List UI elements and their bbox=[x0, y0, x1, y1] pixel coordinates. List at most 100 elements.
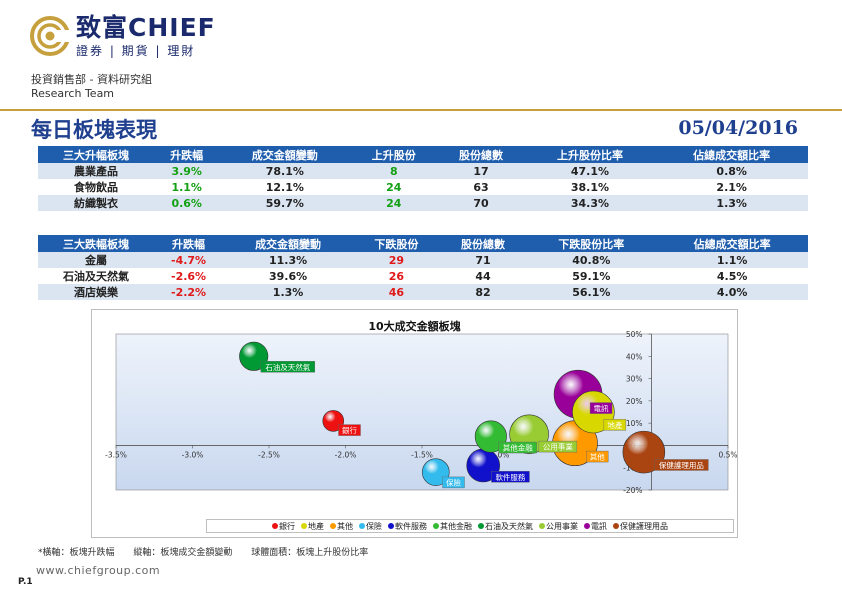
legend-label: 電訊 bbox=[591, 521, 607, 531]
page-title: 每日板塊表現 bbox=[31, 118, 157, 142]
sector-name: 農業產品 bbox=[38, 163, 154, 179]
sector-change: 1.1% bbox=[154, 179, 220, 195]
falling-ratio: 40.8% bbox=[526, 252, 657, 268]
legend-label: 銀行 bbox=[279, 521, 295, 531]
note-x-axis: *橫軸：板塊升跌幅 bbox=[38, 548, 115, 558]
falling-stocks: 29 bbox=[353, 252, 440, 268]
total-stocks: 63 bbox=[437, 179, 525, 195]
bubble-label-box bbox=[654, 459, 709, 471]
table-row: 紡織製衣 0.6% 59.7% 24 70 34.3% 1.3% bbox=[38, 195, 808, 211]
legend-dot-icon bbox=[584, 523, 590, 529]
legend-dot-icon bbox=[478, 523, 484, 529]
legend-item: 公用事業 bbox=[539, 521, 578, 532]
report-date: 05/04/2016 bbox=[678, 117, 798, 139]
table-row: 酒店娛樂 -2.2% 1.3% 46 82 56.1% 4.0% bbox=[38, 284, 808, 300]
total-stocks: 71 bbox=[439, 252, 527, 268]
bubble-label-box bbox=[589, 402, 613, 414]
top-gainers-table: 三大升幅板塊 升跌幅 成交金額變動 上升股份 股份總數 上升股份比率 佔總成交額… bbox=[38, 146, 808, 211]
turnover-change: 78.1% bbox=[219, 163, 351, 179]
legend-item: 保險 bbox=[359, 521, 382, 532]
total-stocks: 70 bbox=[437, 195, 525, 211]
bubble-label: 保健護理用品 bbox=[659, 460, 704, 470]
note-prefix: * bbox=[38, 548, 43, 558]
table-header-row: 三大升幅板塊 升跌幅 成交金額變動 上升股份 股份總數 上升股份比率 佔總成交額… bbox=[38, 146, 808, 163]
legend-item: 保健護理用品 bbox=[613, 521, 668, 532]
falling-stocks: 26 bbox=[353, 268, 440, 284]
rising-stocks: 24 bbox=[350, 195, 438, 211]
turnover-share: 4.5% bbox=[656, 268, 808, 284]
x-tick-label: -3.0% bbox=[182, 450, 204, 459]
turnover-share: 2.1% bbox=[655, 179, 808, 195]
total-stocks: 82 bbox=[439, 284, 527, 300]
rising-ratio: 47.1% bbox=[524, 163, 656, 179]
legend-dot-icon bbox=[388, 523, 394, 529]
column-header: 上升股份 bbox=[350, 146, 438, 163]
bubble-label: 保險 bbox=[446, 477, 461, 487]
legend-label: 其他 bbox=[337, 521, 353, 531]
x-tick-label: -2.5% bbox=[258, 450, 280, 459]
chart-plot: -3.5%-3.0%-2.5%-2.0%-1.5%-1.0%-0.5%0.0%0… bbox=[105, 330, 737, 495]
note-y-axis: 縱軸：板塊成交金額變動 bbox=[133, 548, 233, 558]
legend-dot-icon bbox=[301, 523, 307, 529]
legend-item: 其他 bbox=[330, 521, 353, 532]
top-losers-table: 三大跌幅板塊 升跌幅 成交金額變動 下跌股份 股份總數 下跌股份比率 佔總成交額… bbox=[38, 235, 808, 300]
sector-change: -4.7% bbox=[154, 252, 224, 268]
bubble-label-box bbox=[442, 476, 465, 489]
legend-item: 軟件服務 bbox=[388, 521, 427, 532]
logo-tagline: 證券 | 期貨 | 理財 bbox=[76, 43, 196, 58]
bubble-label: 軟件服務 bbox=[495, 472, 525, 482]
turnover-share: 1.3% bbox=[655, 195, 808, 211]
sector-change: 0.6% bbox=[154, 195, 220, 211]
chart-title: 10大成交金額板塊 bbox=[368, 320, 461, 333]
column-header: 升跌幅 bbox=[154, 146, 220, 163]
company-logo: 致富CHIEF 證券 | 期貨 | 理財 bbox=[30, 14, 216, 58]
table-row: 農業產品 3.9% 78.1% 8 17 47.1% 0.8% bbox=[38, 163, 808, 179]
bubble-label: 銀行 bbox=[342, 425, 357, 435]
column-header: 股份總數 bbox=[437, 146, 525, 163]
column-header: 下跌股份比率 bbox=[526, 235, 657, 252]
turnover-share: 4.0% bbox=[656, 284, 808, 300]
bubble-label: 地產 bbox=[607, 420, 622, 430]
sector-bubble-chart: 10大成交金額板塊 -3.5% -3.0% -2.5% -2.0% -1.5% -1.0%… bbox=[91, 309, 738, 538]
turnover-change: 39.6% bbox=[223, 268, 354, 284]
x-tick-label: -3.5% bbox=[105, 450, 127, 459]
chart-note: *橫軸：板塊升跌幅 縱軸：板塊成交金額變動 球體面積：板塊上升股份比率 bbox=[38, 545, 384, 558]
y-tick-label: 50% bbox=[626, 330, 643, 339]
rising-stocks: 8 bbox=[350, 163, 438, 179]
bubble-label-box bbox=[491, 471, 530, 483]
sector-change: -2.2% bbox=[154, 284, 224, 300]
table-header-row: 三大跌幅板塊 升跌幅 成交金額變動 下跌股份 股份總數 下跌股份比率 佔總成交額… bbox=[38, 235, 808, 252]
bubble-label-box bbox=[498, 441, 537, 454]
column-header: 升跌幅 bbox=[154, 235, 224, 252]
note-bubble-size: 球體面積：板塊上升股份比率 bbox=[251, 548, 369, 558]
legend-label: 保險 bbox=[366, 521, 382, 531]
legend-label: 軟件服務 bbox=[395, 521, 427, 531]
y-tick-label: 30% bbox=[626, 375, 643, 384]
chart-legend: 銀行 地產 其他 保險 軟件服務 其他金融 石油及天然氣 公用事業 電訊 保健護理用品 bbox=[206, 519, 734, 533]
column-header: 上升股份比率 bbox=[524, 146, 656, 163]
column-header: 佔總成交額比率 bbox=[656, 235, 808, 252]
column-header: 三大跌幅板塊 bbox=[38, 235, 154, 252]
legend-item: 其他金融 bbox=[433, 521, 472, 532]
bubble-label: 公用事業 bbox=[543, 442, 573, 452]
column-header: 下跌股份 bbox=[353, 235, 440, 252]
x-tick-label: -1.5% bbox=[411, 450, 433, 459]
legend-dot-icon bbox=[359, 523, 365, 529]
falling-ratio: 56.1% bbox=[526, 284, 657, 300]
legend-label: 公用事業 bbox=[546, 521, 578, 531]
bubble-label-box bbox=[603, 419, 627, 431]
header-divider bbox=[0, 109, 842, 111]
turnover-change: 59.7% bbox=[219, 195, 351, 211]
turnover-share: 1.1% bbox=[656, 252, 808, 268]
turnover-change: 11.3% bbox=[223, 252, 354, 268]
bubble-label: 其他金融 bbox=[503, 443, 533, 453]
bubble-label: 石油及天然氣 bbox=[265, 362, 310, 372]
y-tick-label: 20% bbox=[626, 397, 643, 406]
table-row: 食物飲品 1.1% 12.1% 24 63 38.1% 2.1% bbox=[38, 179, 808, 195]
legend-label: 保健護理用品 bbox=[620, 521, 668, 531]
sector-change: 3.9% bbox=[154, 163, 220, 179]
legend-item: 銀行 bbox=[272, 521, 295, 532]
legend-dot-icon bbox=[330, 523, 336, 529]
turnover-share: 0.8% bbox=[655, 163, 808, 179]
sector-name: 紡織製衣 bbox=[38, 195, 154, 211]
